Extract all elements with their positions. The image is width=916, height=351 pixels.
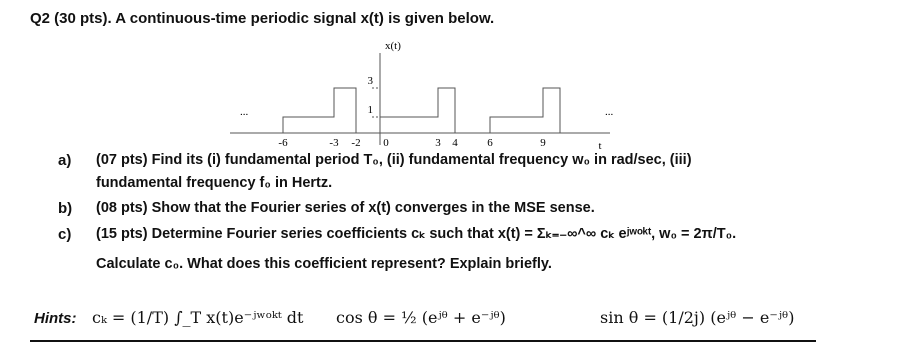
x-tick: -2 — [351, 137, 360, 149]
x-tick: 9 — [540, 137, 546, 149]
y-tick: 1 — [368, 104, 374, 116]
hint-formula: cₖ = (1/T) ∫_T x(t)e⁻ʲʷᵒᵏᵗ dt — [92, 308, 304, 327]
part-text: fundamental frequency f₀ in Hertz. — [96, 175, 333, 191]
x-tick: -3 — [329, 137, 339, 149]
part-text: (15 pts) Determine Fourier series coeffi… — [96, 226, 737, 242]
hints-label: Hints: — [34, 310, 77, 327]
part-label: c) — [58, 226, 72, 243]
x-tick: 4 — [452, 137, 458, 149]
y-tick: 3 — [368, 75, 374, 87]
part-text: (08 pts) Show that the Fourier series of… — [96, 200, 595, 216]
part-label: b) — [58, 200, 73, 217]
x-tick: -6 — [278, 137, 288, 149]
x-tick: 6 — [487, 137, 493, 149]
signal-figure: x(t) 3 1 ... ... -6 -3 -2 0 3 4 6 9 t — [230, 40, 614, 152]
y-label: x(t) — [385, 40, 401, 52]
signal-waveform — [230, 87, 610, 134]
hint-formula: cos θ = ½ (eʲᶿ + e⁻ʲᶿ) — [336, 308, 506, 327]
hint-formula: sin θ = (1/2j) (eʲᶿ − e⁻ʲᶿ) — [600, 308, 795, 327]
x-tick: 0 — [383, 137, 389, 149]
x-tick: 3 — [435, 137, 441, 149]
part-text: Calculate c₀. What does this coefficient… — [96, 256, 552, 272]
part-text: (07 pts) Find its (i) fundamental period… — [96, 152, 692, 168]
ellipsis: ... — [605, 106, 614, 118]
ellipsis: ... — [240, 106, 249, 118]
part-label: a) — [58, 152, 72, 169]
question-title: Q2 (30 pts). A continuous-time periodic … — [30, 10, 495, 27]
x-label: t — [598, 140, 601, 152]
bottom-rule — [30, 340, 816, 342]
